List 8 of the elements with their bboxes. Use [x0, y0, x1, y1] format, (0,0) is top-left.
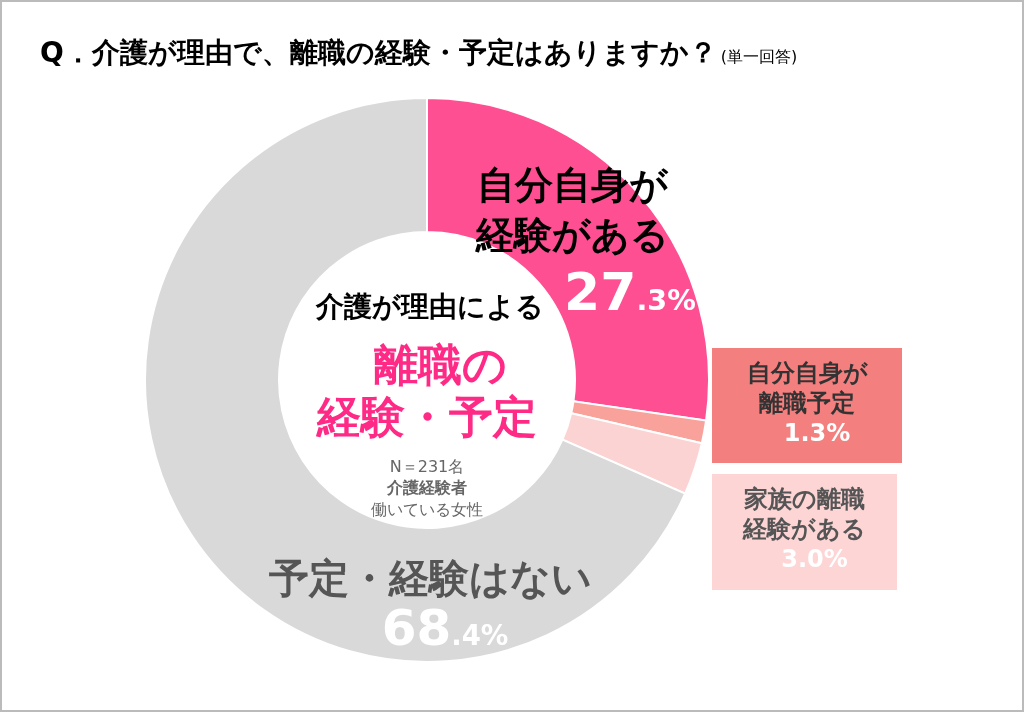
title: Q．介護が理由で、離職の経験・予定はありますか？ — [40, 36, 717, 69]
subtitle: (単一回答) — [720, 47, 798, 66]
annotation: 経験・予定 — [317, 391, 537, 442]
annotation: N＝231名 — [389, 457, 465, 476]
annotation: 介護経験者 — [387, 478, 467, 497]
annotation: 介護が理由による — [316, 290, 544, 323]
annotation: 離職の — [373, 339, 507, 390]
annotation: 働いている女性 — [371, 500, 483, 519]
